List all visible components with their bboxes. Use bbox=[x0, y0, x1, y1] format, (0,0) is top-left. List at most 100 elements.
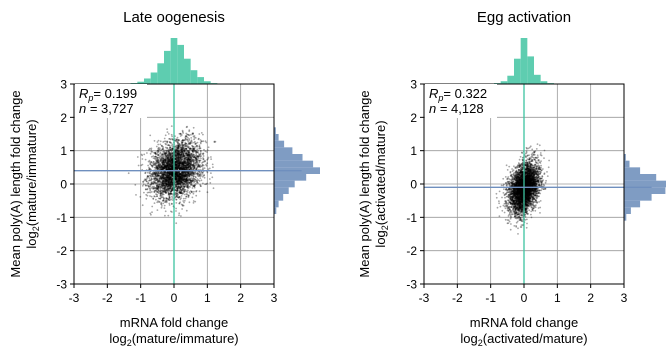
data-point bbox=[504, 207, 507, 210]
data-point bbox=[188, 134, 191, 137]
data-point bbox=[187, 164, 190, 167]
data-point bbox=[186, 171, 189, 173]
data-point bbox=[207, 146, 210, 149]
data-point bbox=[180, 155, 183, 158]
data-point bbox=[189, 179, 192, 182]
data-point bbox=[167, 192, 170, 194]
data-point bbox=[177, 172, 180, 175]
data-point bbox=[188, 164, 191, 167]
data-point bbox=[175, 163, 178, 166]
data-point bbox=[191, 171, 193, 174]
data-point bbox=[192, 160, 195, 163]
data-point bbox=[186, 162, 189, 164]
y-axis-label: Mean poly(A) length fold change bbox=[8, 90, 23, 277]
data-point bbox=[149, 212, 152, 215]
data-point bbox=[179, 162, 182, 164]
y-hist-bar bbox=[624, 200, 641, 208]
data-point bbox=[196, 148, 199, 151]
data-point bbox=[187, 171, 190, 174]
data-point bbox=[185, 195, 188, 198]
data-point bbox=[177, 161, 180, 164]
data-point bbox=[186, 186, 189, 188]
data-point bbox=[196, 162, 199, 164]
data-point bbox=[179, 133, 182, 135]
data-point bbox=[169, 153, 172, 156]
data-point bbox=[144, 171, 147, 174]
data-point bbox=[170, 166, 173, 169]
data-point bbox=[170, 142, 173, 144]
data-point bbox=[185, 195, 188, 198]
data-point bbox=[189, 173, 192, 176]
data-point bbox=[176, 160, 178, 162]
data-point bbox=[171, 157, 174, 160]
y-tick-label: 2 bbox=[60, 111, 67, 125]
data-point bbox=[154, 182, 157, 185]
data-point bbox=[155, 177, 158, 180]
data-point bbox=[202, 161, 204, 164]
data-point bbox=[182, 174, 185, 177]
data-point bbox=[166, 171, 169, 174]
data-point bbox=[182, 197, 185, 200]
data-point bbox=[167, 166, 170, 169]
data-point bbox=[171, 135, 174, 138]
data-point bbox=[150, 177, 153, 180]
data-point bbox=[177, 159, 180, 162]
data-point bbox=[149, 185, 152, 188]
data-point bbox=[196, 145, 199, 148]
data-point bbox=[181, 148, 184, 151]
data-point bbox=[178, 146, 181, 149]
data-point bbox=[189, 147, 192, 150]
data-point bbox=[164, 179, 167, 182]
data-point bbox=[179, 182, 182, 185]
data-point bbox=[198, 165, 201, 168]
data-point bbox=[196, 181, 198, 184]
data-point bbox=[159, 166, 162, 169]
data-point bbox=[177, 158, 180, 161]
data-point bbox=[155, 182, 158, 185]
data-point bbox=[192, 149, 195, 152]
data-point bbox=[167, 182, 170, 184]
x-hist-bar bbox=[520, 38, 528, 84]
data-point bbox=[134, 184, 137, 186]
x-axis-label-line2: log2(mature/immature) bbox=[109, 331, 238, 348]
data-point bbox=[180, 141, 183, 144]
data-point bbox=[174, 177, 177, 180]
data-point bbox=[186, 179, 189, 182]
data-point bbox=[175, 165, 178, 168]
data-point bbox=[144, 179, 147, 182]
data-point bbox=[164, 134, 167, 137]
data-point bbox=[180, 134, 183, 136]
y-hist-bar bbox=[274, 207, 277, 214]
data-point bbox=[168, 156, 171, 158]
data-point bbox=[177, 149, 180, 151]
data-point bbox=[168, 149, 170, 152]
data-point bbox=[189, 155, 192, 158]
data-point bbox=[187, 163, 190, 166]
data-point bbox=[183, 157, 186, 160]
data-point bbox=[163, 191, 166, 194]
data-point bbox=[160, 144, 163, 147]
data-point bbox=[202, 155, 205, 157]
data-point bbox=[136, 156, 139, 158]
data-point bbox=[167, 182, 170, 185]
data-point bbox=[192, 163, 195, 165]
data-point bbox=[168, 177, 170, 180]
data-point bbox=[166, 140, 169, 143]
data-point bbox=[210, 172, 212, 175]
data-point bbox=[177, 151, 180, 153]
data-point bbox=[177, 180, 179, 182]
data-point bbox=[149, 195, 151, 197]
data-point bbox=[146, 152, 148, 154]
data-point bbox=[185, 193, 188, 195]
data-point bbox=[188, 159, 191, 161]
data-point bbox=[164, 182, 167, 185]
data-point bbox=[181, 165, 183, 168]
data-point bbox=[175, 172, 178, 175]
data-point bbox=[171, 199, 174, 201]
data-point bbox=[162, 174, 164, 176]
data-point bbox=[177, 142, 180, 145]
data-point bbox=[198, 190, 201, 193]
data-point bbox=[191, 172, 194, 175]
data-point bbox=[175, 179, 178, 181]
data-point bbox=[127, 172, 130, 175]
